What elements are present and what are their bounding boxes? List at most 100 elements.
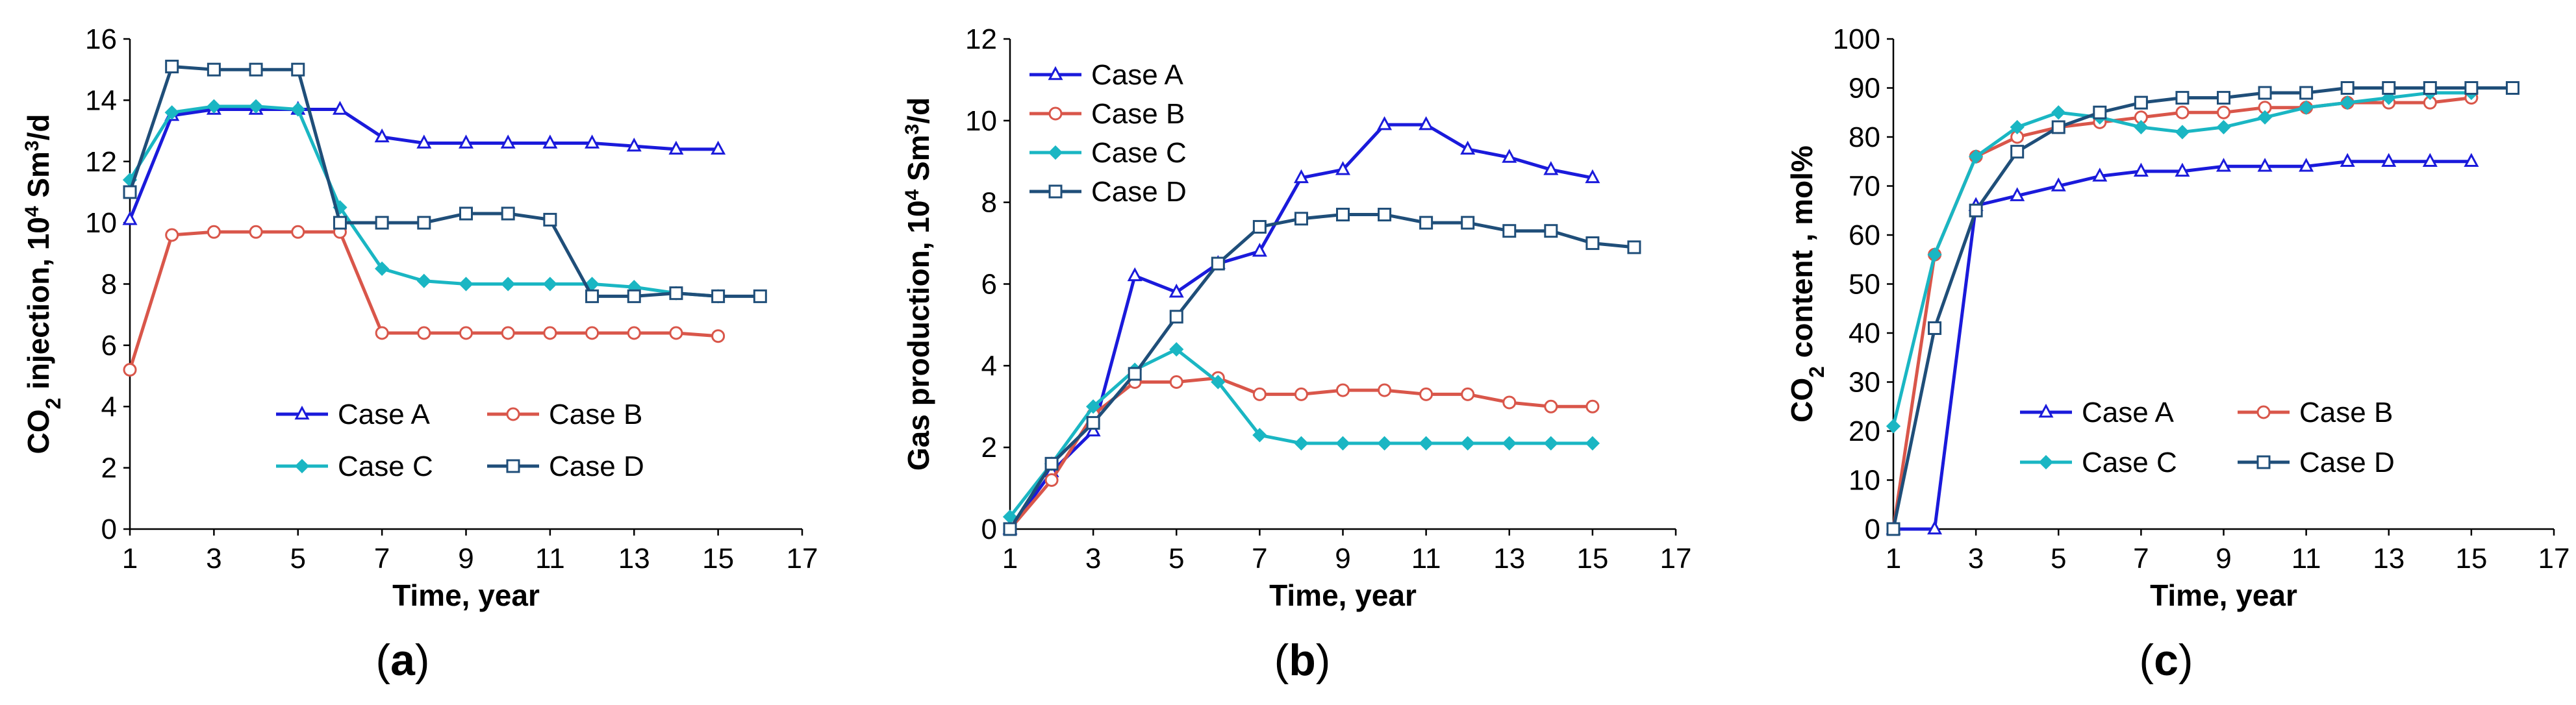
data-point (1127, 267, 1143, 282)
data-point (543, 212, 557, 227)
data-point (374, 128, 390, 143)
data-point (2175, 125, 2190, 140)
y-tick-label: 100 (1833, 23, 1880, 55)
data-point (291, 62, 305, 77)
data-point (1211, 375, 1226, 390)
data-point (1086, 399, 1101, 414)
data-point (2216, 119, 2231, 135)
data-point (416, 273, 431, 288)
legend-item: Case B (487, 399, 642, 430)
series-case-d (1003, 208, 1641, 536)
x-tick-label: 5 (290, 543, 306, 575)
data-point (1886, 419, 1901, 434)
x-tick-label: 3 (1968, 543, 1984, 575)
figure-caption: (a) (375, 636, 429, 685)
legend-item: Case B (2238, 397, 2393, 428)
legend-marker (1048, 145, 1063, 160)
x-tick-label: 9 (458, 543, 474, 575)
x-axis-title: Time, year (392, 578, 540, 612)
y-tick-label: 6 (981, 269, 997, 301)
data-point (753, 289, 767, 303)
data-point (626, 137, 642, 152)
legend-item: Case A (1029, 59, 1184, 91)
data-point (459, 326, 473, 340)
data-point (458, 134, 474, 149)
legend-marker (1048, 106, 1063, 121)
y-axis-title-part: Sm (902, 134, 935, 189)
data-point (248, 99, 264, 114)
x-tick-label: 5 (1168, 543, 1184, 575)
x-tick-label: 3 (206, 543, 221, 575)
data-point (585, 326, 600, 340)
data-point (1168, 283, 1184, 298)
data-point (1252, 387, 1267, 401)
data-point (669, 326, 683, 340)
data-point (542, 134, 558, 149)
data-point (1502, 224, 1517, 238)
legend: Case A Case B Case C Case D (1029, 59, 1187, 208)
x-tick-label: 1 (122, 543, 138, 575)
x-tick-label: 1 (1002, 543, 1018, 575)
x-tick-label: 13 (1493, 543, 1525, 575)
x-tick-label: 5 (2051, 543, 2066, 575)
data-point (165, 59, 179, 73)
data-point (501, 206, 515, 221)
legend-marker (294, 405, 310, 420)
x-tick-label: 11 (535, 543, 565, 575)
series-case-a (1002, 116, 1600, 535)
series-line (128, 64, 761, 298)
data-point (207, 62, 221, 77)
data-point (416, 134, 432, 149)
data-point (711, 329, 726, 343)
y-tick-label: 12 (965, 23, 997, 55)
series-case-b (1003, 371, 1600, 536)
x-tick-label: 17 (1660, 543, 1692, 575)
caption-paren: ( (2139, 636, 2154, 685)
data-point (1294, 436, 1309, 451)
figure-caption: (b) (1274, 636, 1331, 685)
data-point (2133, 162, 2149, 177)
data-point (542, 277, 557, 291)
data-point (1544, 399, 1558, 414)
data-point (123, 185, 137, 199)
x-tick-label: 11 (2292, 543, 2321, 575)
data-point (2134, 119, 2149, 135)
y-axis-title-part: injection, 10 (21, 217, 55, 398)
series-line (1891, 86, 2513, 530)
legend-item: Case D (2238, 447, 2395, 478)
data-point (375, 326, 389, 340)
data-point (2299, 158, 2314, 172)
series-case-b (123, 225, 726, 377)
data-point (543, 326, 557, 340)
data-point (1335, 436, 1350, 451)
data-point (165, 228, 179, 242)
data-point (1086, 415, 1100, 430)
data-point (249, 225, 263, 239)
caption-letter: c (2154, 636, 2178, 685)
y-tick-label: 80 (1849, 121, 1880, 153)
data-point (500, 134, 516, 149)
y-axis-title-part: /d (902, 97, 935, 124)
legend-label: Case A (1091, 59, 1184, 91)
data-point (1169, 375, 1183, 389)
legend-marker (506, 459, 520, 473)
legend-label: Case A (338, 399, 431, 430)
y-axis-title-part: 3 (21, 140, 43, 151)
data-point (585, 134, 600, 149)
data-point (2134, 95, 2148, 110)
data-point (375, 216, 389, 230)
data-point (332, 101, 347, 115)
y-axis-title-part: 4 (21, 206, 43, 217)
legend-label: Case A (2082, 397, 2175, 428)
y-axis-title-part: content , mol% (1785, 145, 1819, 366)
data-point (1585, 169, 1600, 184)
y-tick-label: 12 (85, 146, 117, 178)
data-point (1585, 436, 1600, 451)
legend: Case A Case B Case C Case D (2020, 397, 2395, 478)
data-point (1544, 224, 1558, 238)
figure-caption: (c) (2139, 636, 2193, 685)
data-point (1169, 342, 1184, 357)
data-point (1044, 456, 1059, 471)
series-case-d (123, 59, 767, 303)
